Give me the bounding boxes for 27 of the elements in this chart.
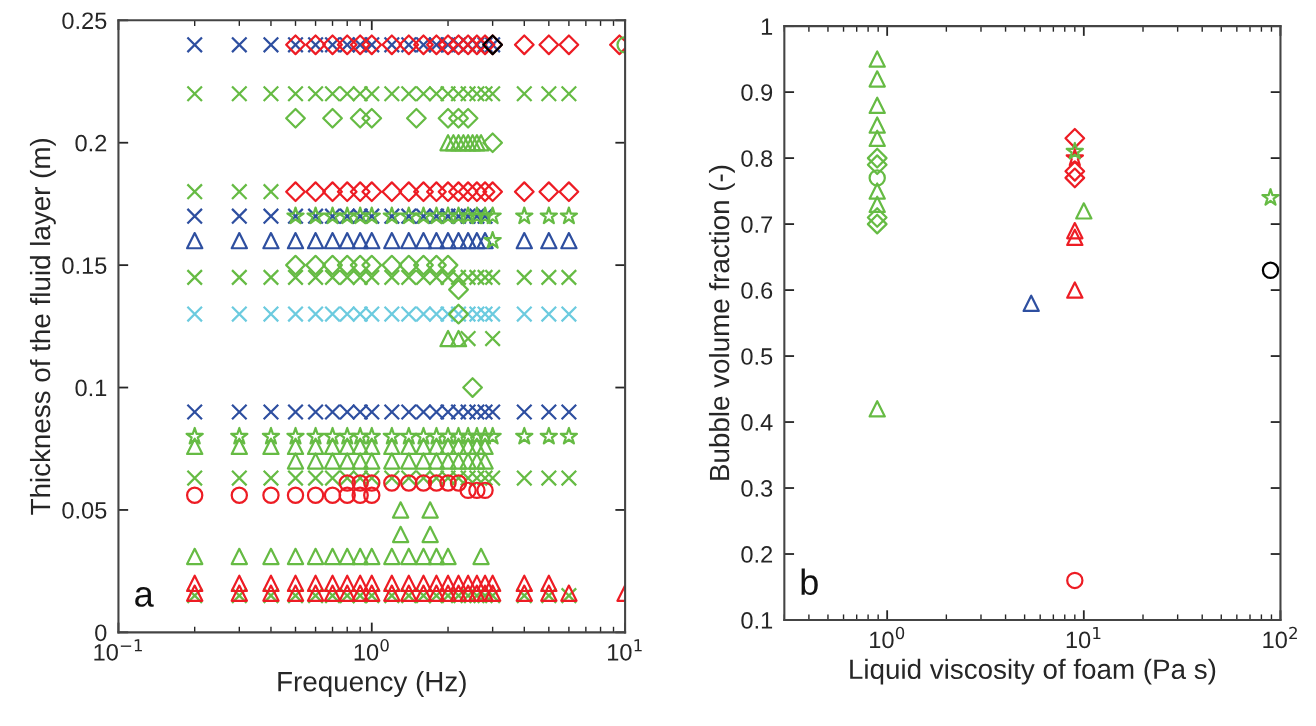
y-tick-label: 0.05 — [62, 502, 107, 519]
y-tick-label: 0.3 — [741, 480, 773, 497]
y-tick-label: 0.2 — [741, 546, 773, 563]
y-tick-label: 0.25 — [62, 12, 107, 30]
y-tick-label: 0.9 — [741, 84, 773, 101]
y-tick-label: 0.2 — [75, 134, 107, 152]
y-tick-label: 0.5 — [741, 348, 773, 365]
y-tick-label: 1 — [761, 18, 773, 35]
y-axis-title: Bubble volume fraction (-) — [708, 165, 735, 480]
y-tick-label: 0.1 — [741, 612, 773, 629]
y-tick-label: 0.15 — [62, 257, 107, 274]
y-tick-label: 0.6 — [741, 282, 773, 299]
x-tick-label: 10$^{0}$ — [870, 626, 905, 649]
x-tick-label: 10$^{1}$ — [1066, 626, 1101, 649]
y-tick-label: 0.4 — [741, 414, 773, 431]
y-tick-label: 0 — [95, 624, 107, 642]
y-axis-title: Thickness of the fluid layer (m) — [29, 138, 56, 515]
x-axis-title: Liquid viscosity of foam (Pa s) — [850, 658, 1216, 685]
annotation: b — [801, 568, 818, 596]
x-tick-label: 10$^{0}$ — [354, 639, 389, 661]
x-tick-label: 10$^{1}$ — [608, 639, 642, 661]
annotation: a — [135, 587, 154, 607]
y-tick-label: 0.7 — [741, 216, 773, 233]
y-tick-label: 0.8 — [741, 150, 773, 167]
y-tick-label: 0.1 — [75, 379, 107, 397]
x-axis-title: Frequency (Hz) — [278, 671, 466, 697]
x-tick-label: 10$^{2}$ — [1263, 626, 1297, 649]
